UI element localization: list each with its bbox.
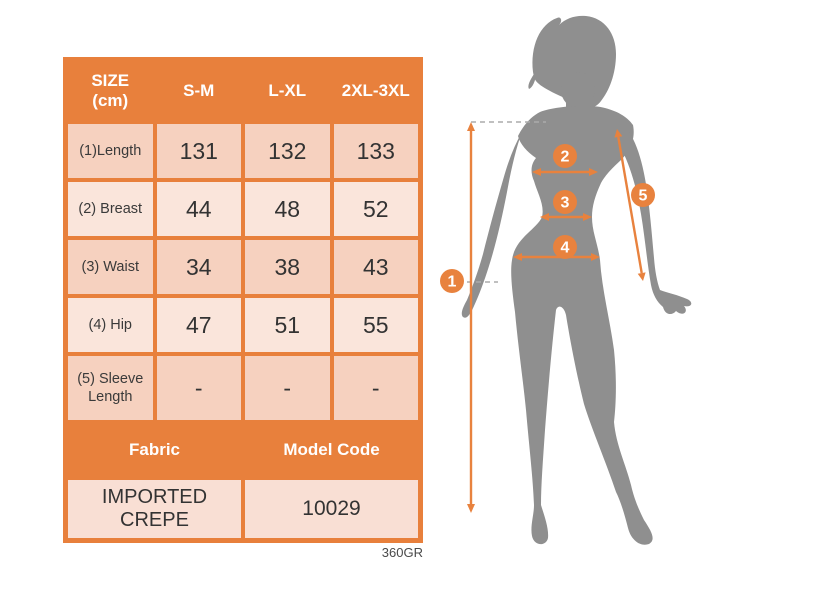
measure-badge-2: 2 bbox=[553, 144, 577, 168]
measure-badge-1: 1 bbox=[440, 269, 464, 293]
measure-badge-5: 5 bbox=[631, 183, 655, 207]
body-silhouette bbox=[461, 15, 692, 545]
svg-text:3: 3 bbox=[561, 195, 570, 212]
hair-wisp bbox=[528, 74, 536, 89]
measurement-diagram: 1 2 3 4 5 bbox=[440, 15, 692, 545]
cell-waist-l-xl: 38 bbox=[245, 240, 330, 294]
col-header-2xl-3xl: 2XL-3XL bbox=[341, 81, 410, 101]
cell-breast-l-xl: 48 bbox=[245, 182, 330, 236]
cell-breast-s-m: 44 bbox=[156, 182, 241, 236]
waist-arrow bbox=[540, 213, 592, 221]
row-label-sleeve: (5) Sleeve Length bbox=[68, 356, 153, 420]
row-label-breast: (2) Breast bbox=[68, 182, 153, 236]
cell-sleeve-l-xl: - bbox=[245, 356, 330, 420]
model-code-header: Model Code bbox=[283, 440, 380, 460]
cell-waist-s-m: 34 bbox=[156, 240, 241, 294]
left-arm bbox=[461, 132, 522, 318]
svg-text:4: 4 bbox=[561, 240, 570, 257]
svg-text:2: 2 bbox=[561, 149, 570, 166]
size-unit-header: SIZE (cm) bbox=[91, 71, 130, 110]
cell-breast-2xl-3xl: 52 bbox=[333, 182, 418, 236]
cell-sleeve-s-m: - bbox=[156, 356, 241, 420]
cell-hip-2xl-3xl: 55 bbox=[333, 298, 418, 352]
measure-badge-3: 3 bbox=[553, 190, 577, 214]
cell-hip-s-m: 47 bbox=[156, 298, 241, 352]
weight-note: 360GR bbox=[381, 545, 423, 560]
row-label-waist: (3) Waist bbox=[68, 240, 153, 294]
row-label-length: (1)Length bbox=[68, 124, 153, 178]
breast-arrow bbox=[532, 168, 598, 176]
cell-length-2xl-3xl: 133 bbox=[333, 124, 418, 178]
size-table: SIZE (cm) S-M L-XL 2XL-3XL (1)Length 131… bbox=[63, 57, 423, 543]
hair bbox=[532, 15, 616, 109]
model-code-value: 10029 bbox=[245, 480, 418, 538]
length-arrow bbox=[467, 122, 475, 513]
hip-arrow bbox=[513, 253, 600, 261]
right-arm bbox=[619, 128, 692, 315]
cell-waist-2xl-3xl: 43 bbox=[333, 240, 418, 294]
svg-text:1: 1 bbox=[448, 274, 457, 291]
cell-length-s-m: 131 bbox=[156, 124, 241, 178]
fabric-header: Fabric bbox=[128, 440, 181, 460]
row-label-hip: (4) Hip bbox=[68, 298, 153, 352]
measure-badge-4: 4 bbox=[553, 235, 577, 259]
svg-text:5: 5 bbox=[639, 188, 648, 205]
col-header-l-xl: L-XL bbox=[268, 81, 307, 101]
col-header-s-m: S-M bbox=[183, 81, 215, 101]
fabric-value: IMPORTED CREPE bbox=[68, 480, 241, 538]
cell-hip-l-xl: 51 bbox=[245, 298, 330, 352]
sleeve-arrow bbox=[614, 129, 646, 281]
cell-length-l-xl: 132 bbox=[245, 124, 330, 178]
cell-sleeve-2xl-3xl: - bbox=[333, 356, 418, 420]
